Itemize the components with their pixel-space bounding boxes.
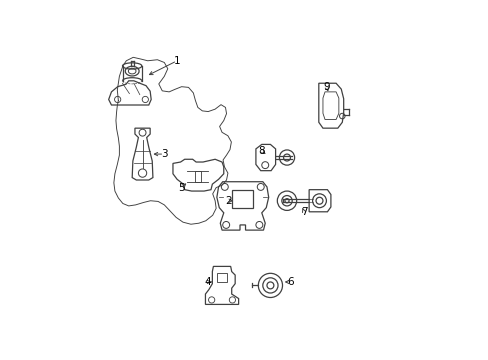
Text: 3: 3 [161,149,167,159]
Text: 2: 2 [225,196,232,206]
Text: 9: 9 [323,82,329,93]
Text: 1: 1 [173,56,180,66]
Text: 6: 6 [286,277,293,287]
Text: 4: 4 [204,277,211,287]
Text: 8: 8 [257,146,264,156]
Text: 7: 7 [300,207,306,217]
Text: 5: 5 [178,183,184,193]
